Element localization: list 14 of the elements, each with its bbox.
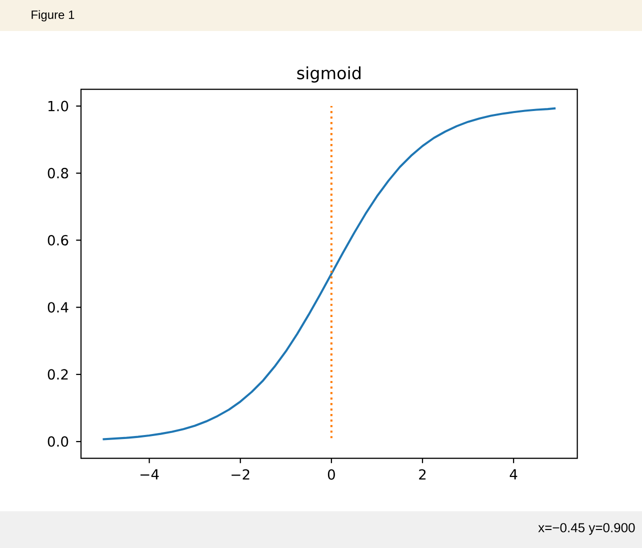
x-tick-label: 4 (510, 469, 518, 480)
y-tick-label: 0.4 (48, 302, 68, 313)
chart-title: sigmoid (297, 66, 360, 83)
y-tick-label: 1.0 (48, 100, 68, 112)
y-tick-label: 0.6 (48, 234, 68, 246)
y-tick-label: 0.0 (48, 436, 68, 447)
x-tick-label: −2 (232, 469, 250, 480)
y-tick-label: 0.8 (48, 168, 68, 178)
y-tick-label: 0.2 (48, 369, 68, 380)
caption: Figure 1 (32, 10, 74, 22)
x-tick-label: 0 (328, 469, 335, 480)
x-tick-label: 2 (419, 469, 426, 480)
text: x=−0.45 y=0.900 (538, 523, 635, 535)
x-tick-label: −4 (140, 469, 159, 480)
